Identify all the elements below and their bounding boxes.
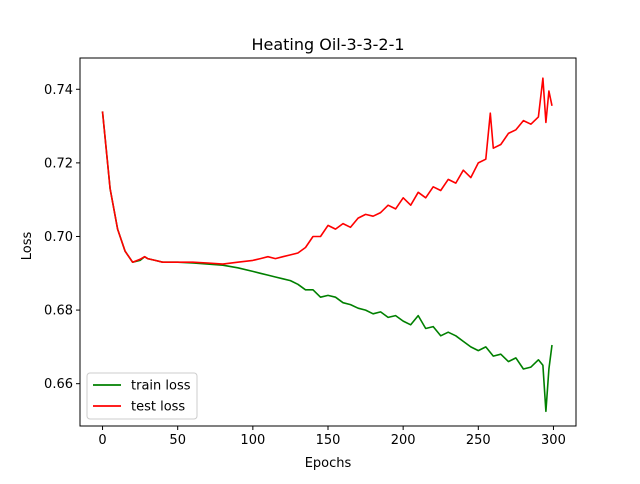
x-tick-label: 200 [391, 433, 416, 448]
y-tick-label: 0.72 [44, 156, 73, 171]
x-tick-label: 50 [169, 433, 186, 448]
x-tick-label: 100 [240, 433, 265, 448]
x-axis-label: Epochs [305, 456, 352, 471]
y-tick-label: 0.66 [44, 377, 73, 392]
chart-title: Heating Oil-3-3-2-1 [251, 35, 404, 54]
legend-label-1: test loss [131, 400, 185, 415]
y-axis-label: Loss [20, 232, 35, 261]
legend: train loss test loss [86, 372, 198, 420]
legend-label-0: train loss [131, 379, 191, 394]
y-tick-label: 0.68 [44, 304, 73, 319]
y-tick-label: 0.70 [44, 230, 73, 245]
x-tick-label: 0 [98, 433, 106, 448]
x-tick-label: 300 [541, 433, 566, 448]
series-line-1 [101, 77, 553, 265]
y-tick-label: 0.74 [44, 83, 73, 98]
x-tick-label: 250 [466, 433, 491, 448]
x-tick-label: 150 [316, 433, 341, 448]
plot-area: 0 50 100 150 200 250 300 0.66 0.68 0.70 0.72 0.74 [44, 57, 577, 448]
